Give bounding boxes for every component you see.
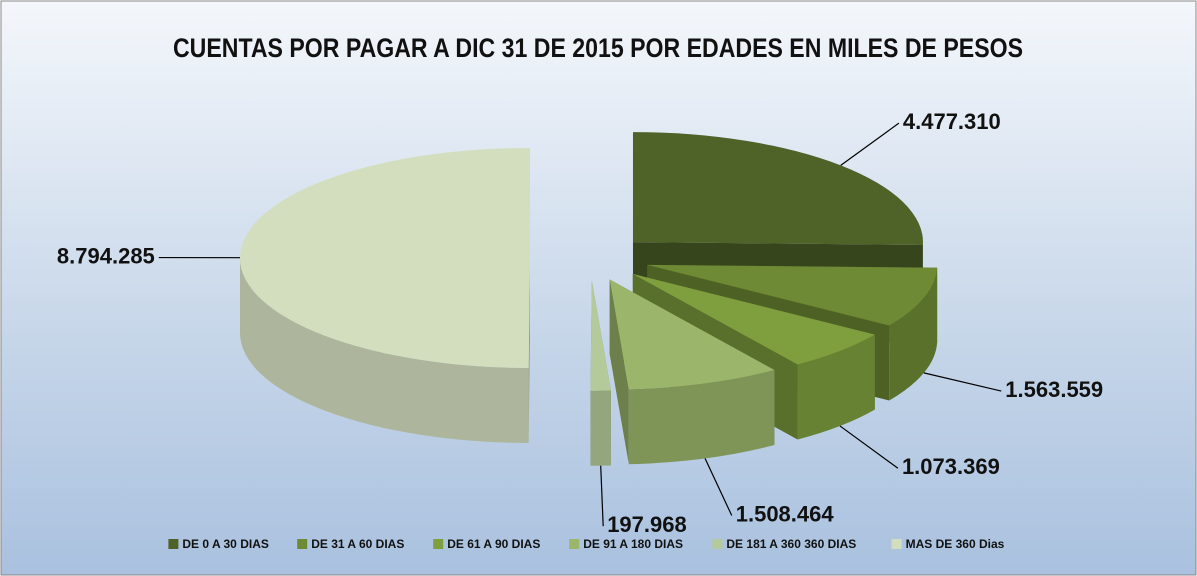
slice bbox=[632, 132, 923, 246]
slice-side bbox=[609, 279, 629, 465]
data-label: 197.968 bbox=[607, 512, 687, 537]
legend-swatch bbox=[168, 539, 179, 549]
chart-title: CUENTAS POR PAGAR A DIC 31 DE 2015 POR E… bbox=[173, 33, 1023, 63]
legend-swatch bbox=[712, 539, 723, 549]
slice-side bbox=[590, 390, 611, 466]
slice-side bbox=[797, 334, 875, 440]
legend-label: DE 31 A 60 DIAS bbox=[311, 537, 404, 551]
leader-line bbox=[840, 122, 900, 166]
leader-line bbox=[839, 425, 899, 469]
slice bbox=[632, 273, 875, 365]
slice-side bbox=[528, 257, 531, 443]
legend-swatch bbox=[891, 539, 902, 549]
slice bbox=[590, 280, 611, 391]
slice bbox=[609, 279, 775, 390]
leader-line bbox=[704, 458, 733, 516]
legend-label: DE 61 A 90 DIAS bbox=[447, 537, 540, 551]
data-label: 4.477.310 bbox=[903, 109, 1001, 134]
data-label: 1.563.559 bbox=[1005, 377, 1103, 402]
legend-swatch bbox=[569, 539, 580, 549]
slice-side bbox=[628, 370, 775, 465]
legend-swatch bbox=[297, 539, 308, 549]
leader-line bbox=[923, 372, 1002, 392]
slice bbox=[240, 147, 531, 368]
legend-label: DE 91 A 180 DIAS bbox=[583, 537, 683, 551]
legend-swatch bbox=[433, 539, 444, 549]
slice-side bbox=[240, 257, 529, 443]
legend-label: DE 0 A 30 DIAS bbox=[182, 537, 268, 551]
slice-side bbox=[889, 267, 938, 401]
legend-label: MAS DE 360 Dias bbox=[906, 537, 1005, 551]
legend-label: DE 181 A 360 360 DIAS bbox=[726, 537, 856, 551]
data-label: 1.508.464 bbox=[736, 501, 835, 526]
slice bbox=[647, 264, 938, 326]
data-label: 1.073.369 bbox=[902, 454, 1000, 479]
leader-line bbox=[600, 465, 604, 527]
data-label: 8.794.285 bbox=[57, 243, 155, 268]
